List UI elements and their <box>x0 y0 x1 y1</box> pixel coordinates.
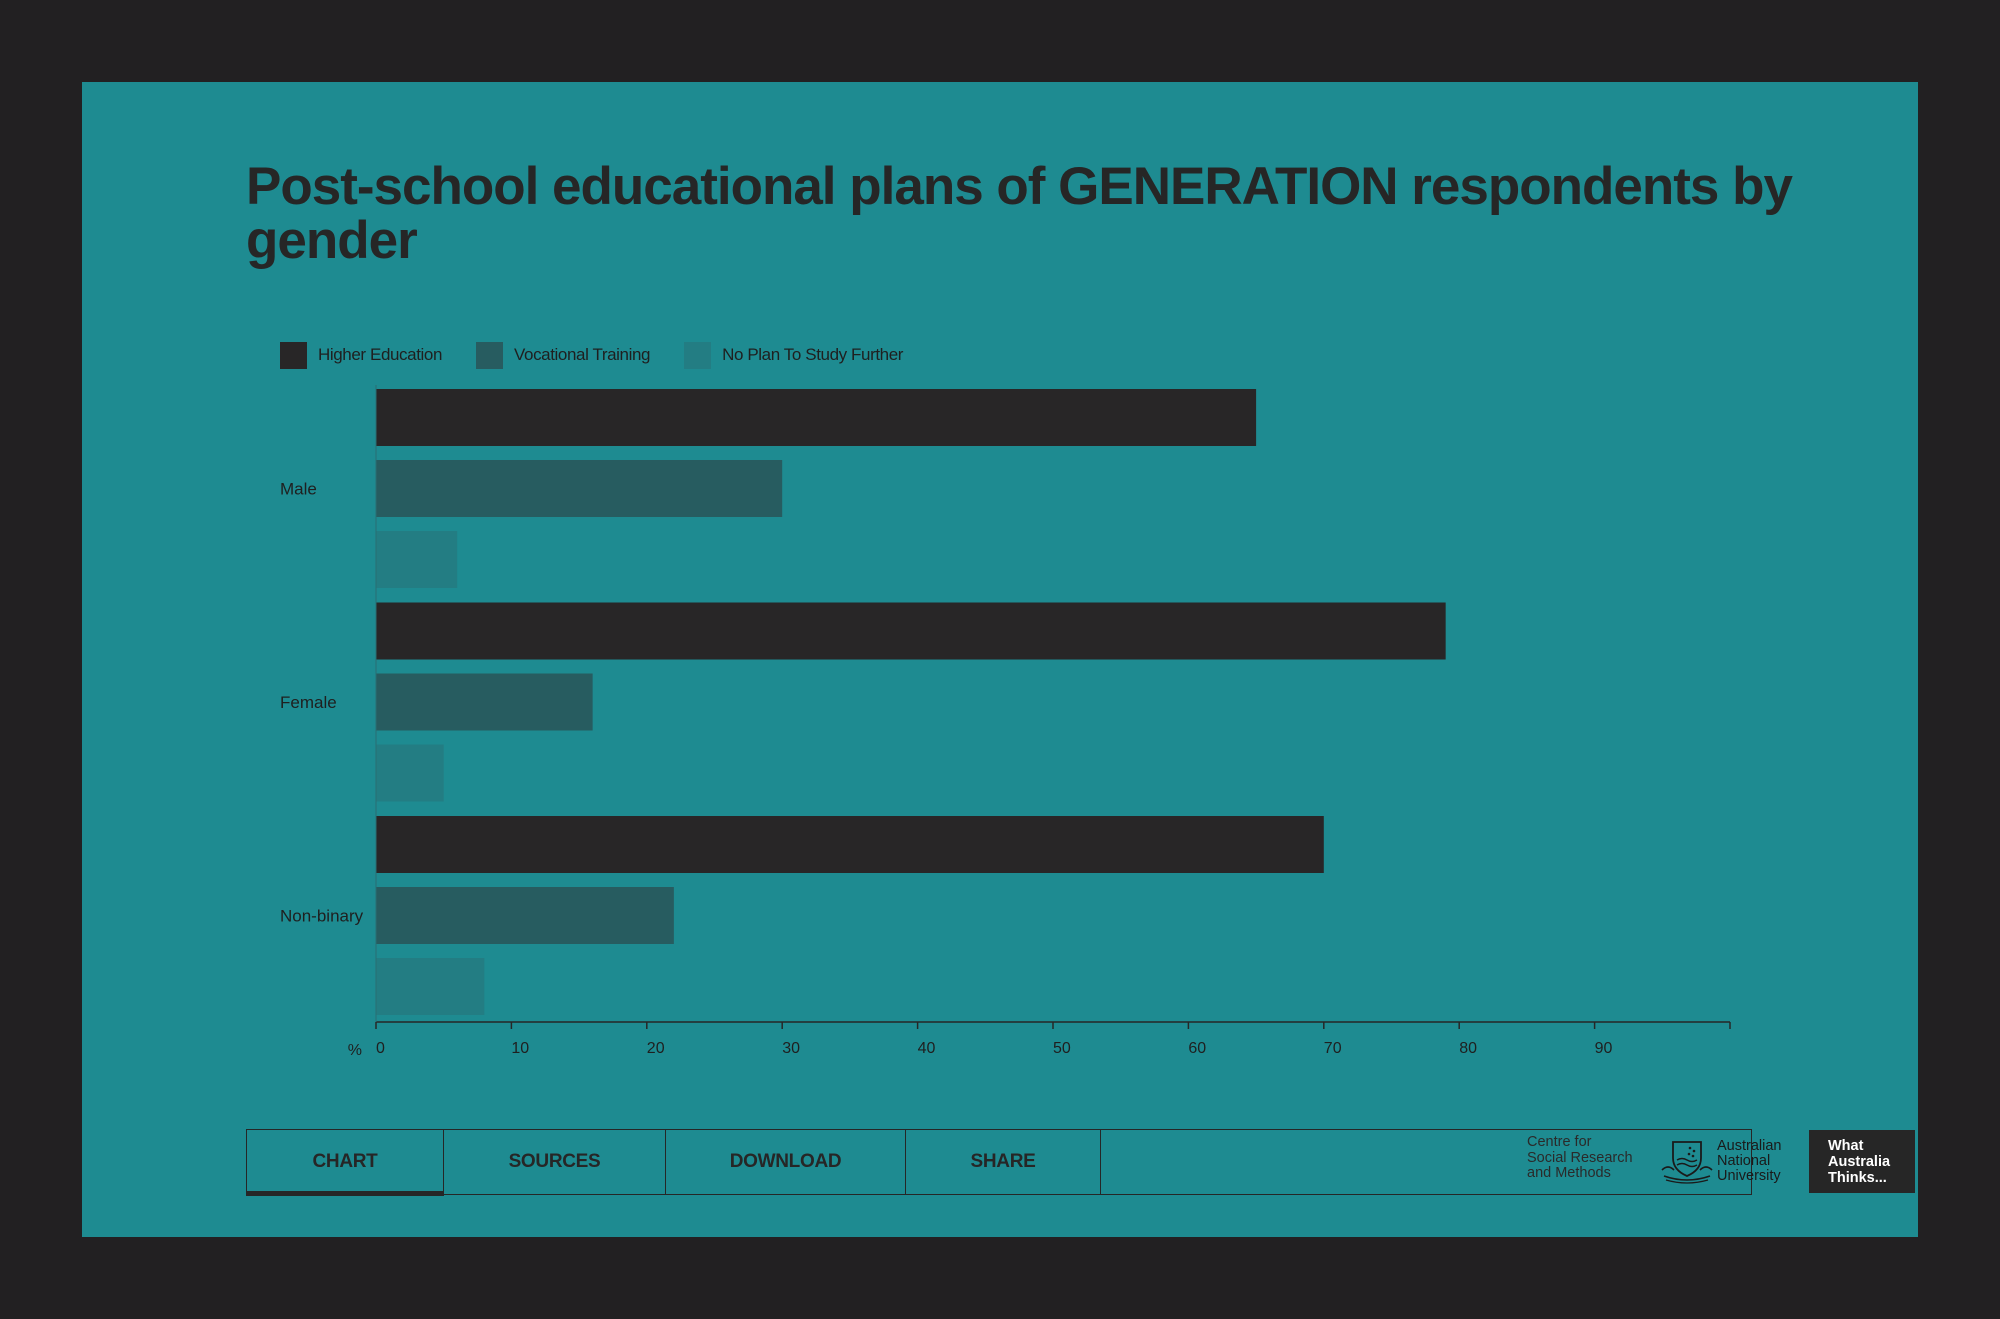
bar-chart: Male Female Non-binary 0 10 20 30 40 50 60 70 80 90% <box>280 385 1731 1059</box>
x-tick-label-40: 40 <box>918 1040 936 1057</box>
bar-non-binary-vocational-training <box>376 887 674 944</box>
brand-line-3: Thinks... <box>1828 1170 1887 1186</box>
tab-chart[interactable]: CHART <box>246 1130 444 1196</box>
x-tick-label-20: 20 <box>647 1040 665 1057</box>
bar-female-vocational-training <box>376 673 593 731</box>
legend-swatch-vocational-training <box>476 341 504 369</box>
tab-share[interactable]: SHARE <box>906 1130 1101 1194</box>
chart-tab-bar: CHART SOURCES DOWNLOAD SHARE Centre for … <box>246 1129 1915 1196</box>
tab-sources[interactable]: SOURCES <box>444 1130 666 1194</box>
x-tick-label-90: 90 <box>1595 1040 1613 1057</box>
bar-non-binary-no-plan-to-study-further <box>376 958 485 1015</box>
legend-label-no-plan: No Plan To Study Further <box>722 345 904 364</box>
anu-line-1: Australian <box>1717 1138 1782 1154</box>
anu-line-3: University <box>1717 1168 1781 1184</box>
brand-line-2: Australia <box>1828 1154 1891 1170</box>
csrm-logo-text: Centre for Social Research and Methods <box>1527 1134 1657 1182</box>
legend-item-higher-education[interactable]: Higher Education <box>280 341 443 369</box>
legend-label-higher-education: Higher Education <box>318 345 443 364</box>
what-australia-thinks-logo[interactable]: What Australia Thinks... <box>1809 1130 1915 1193</box>
org-line-3: and Methods <box>1527 1165 1611 1181</box>
anu-line-2: National <box>1717 1153 1771 1169</box>
anu-logo-text: Australian National University <box>1717 1139 1797 1184</box>
chart-panel: Post-school educational plans of GENERAT… <box>82 82 1918 1237</box>
bar-male-no-plan-to-study-further <box>376 531 458 588</box>
legend-label-vocational-training: Vocational Training <box>514 345 651 364</box>
bar-female-no-plan-to-study-further <box>376 744 444 802</box>
bar-non-binary-higher-education <box>376 816 1324 873</box>
bar-male-higher-education <box>376 389 1257 446</box>
legend-item-vocational-training[interactable]: Vocational Training <box>476 341 651 369</box>
x-axis-unit-label: % <box>348 1042 362 1059</box>
org-line-2: Social Research <box>1527 1149 1633 1166</box>
category-label-female: Female <box>280 693 337 712</box>
org-line-1: Centre for <box>1527 1134 1592 1150</box>
anu-crest-icon <box>1661 1141 1713 1184</box>
chart-title: Post-school educational plans of GENERAT… <box>246 157 1793 270</box>
bar-male-vocational-training <box>376 460 783 517</box>
x-tick-label-0: 0 <box>376 1040 385 1057</box>
x-tick-label-60: 60 <box>1188 1040 1206 1057</box>
brand-line-1: What <box>1828 1138 1864 1154</box>
legend: Higher Education Vocational Training No … <box>280 341 937 369</box>
category-label-male: Male <box>280 480 317 499</box>
x-tick-label-80: 80 <box>1459 1040 1477 1057</box>
legend-swatch-no-plan <box>684 341 712 369</box>
legend-swatch-higher-education <box>280 341 307 369</box>
legend-item-no-plan[interactable]: No Plan To Study Further <box>684 341 904 369</box>
x-tick-label-30: 30 <box>782 1040 800 1057</box>
tab-download[interactable]: DOWNLOAD <box>666 1130 906 1194</box>
category-label-non-binary: Non-binary <box>280 907 364 926</box>
x-tick-label-10: 10 <box>511 1040 529 1057</box>
x-tick-label-70: 70 <box>1324 1040 1342 1057</box>
bar-female-higher-education <box>376 602 1446 660</box>
x-tick-label-50: 50 <box>1053 1040 1071 1057</box>
